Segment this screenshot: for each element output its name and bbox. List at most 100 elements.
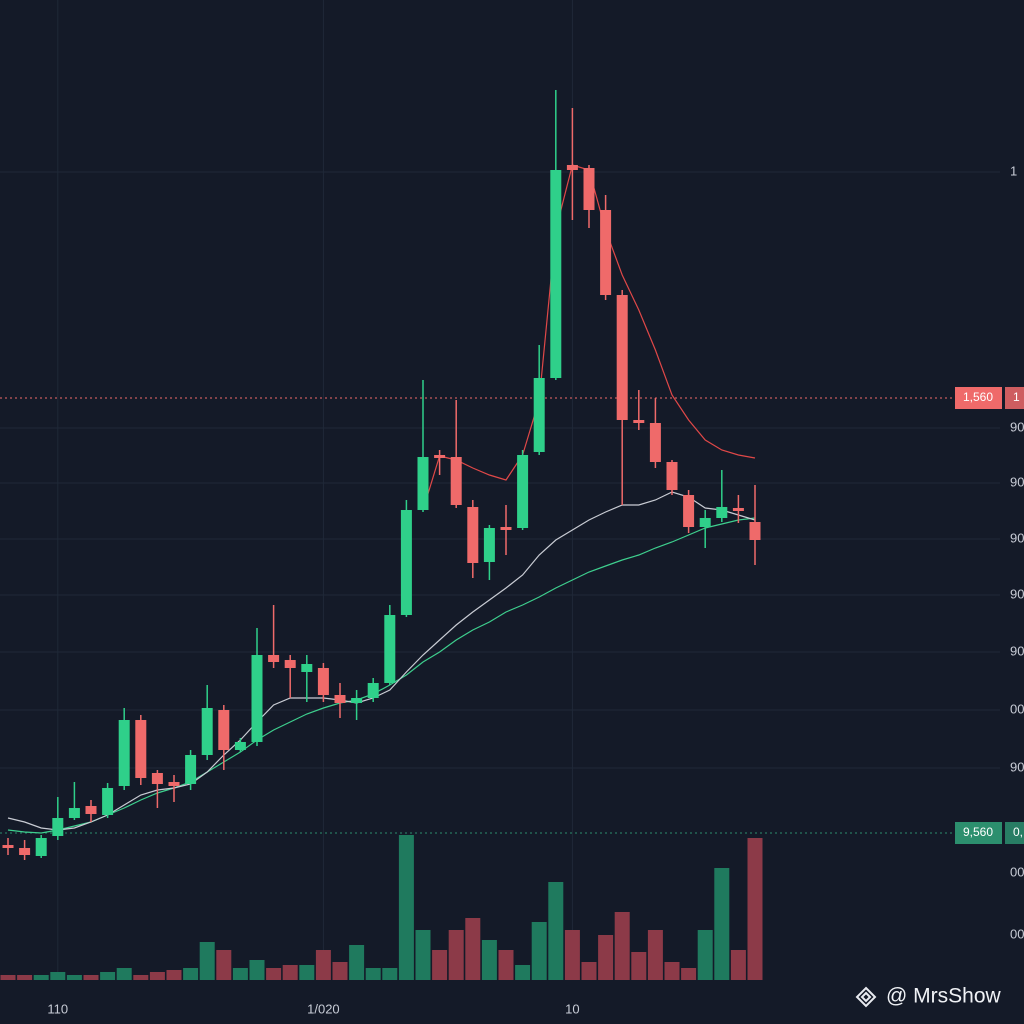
candle-body [683, 495, 695, 527]
candle-body [218, 710, 230, 750]
candle-body [201, 708, 213, 755]
y-tick-label: 90 [1010, 530, 1024, 545]
volume-bar [66, 975, 82, 980]
volume-bar [349, 945, 365, 980]
candle-body [500, 527, 512, 530]
x-tick-label: 10 [565, 1001, 579, 1016]
candle-body [251, 655, 263, 742]
candle-body [284, 660, 296, 668]
volume-bar [33, 975, 49, 980]
volume-bar [598, 935, 614, 980]
candle-body [666, 462, 678, 490]
candle-body [517, 455, 529, 528]
candle-body [732, 508, 744, 511]
candle-body [467, 507, 479, 563]
volume-bar [681, 968, 697, 980]
volume-bar [415, 930, 431, 980]
candle-body [151, 773, 163, 784]
candle-body [301, 664, 313, 672]
x-tick-label: 110 [47, 1001, 68, 1016]
volume-bar [398, 835, 414, 980]
candle-body [450, 457, 462, 505]
volume-bar [382, 968, 398, 980]
candle-body [118, 720, 130, 786]
y-tick-label: 1 [1010, 163, 1017, 178]
watermark-logo [855, 986, 877, 1008]
volume-bar [232, 968, 248, 980]
candle-body [351, 698, 363, 703]
candle-body [268, 655, 280, 662]
candle-body [317, 668, 329, 695]
price-tag-label: 1,560 [963, 390, 993, 404]
volume-bar [0, 975, 16, 980]
candle-body [35, 838, 47, 856]
candle-body [583, 168, 595, 210]
y-tick-label: 90 [1010, 474, 1024, 489]
candle-body [334, 695, 346, 703]
candle-body [566, 165, 578, 170]
candle-body [749, 522, 761, 540]
candle-body [716, 507, 728, 518]
x-tick-label: 1/020 [307, 1001, 340, 1016]
volume-bar [432, 950, 448, 980]
ma-line [7, 491, 756, 831]
candle-body [68, 808, 80, 818]
y2-tick-label: 00 [1010, 864, 1024, 879]
volume-bar [365, 968, 381, 980]
candle-body [384, 615, 396, 683]
price-tag-label: 9,560 [963, 825, 993, 839]
volume-bar [747, 838, 763, 980]
volume-bar [17, 975, 33, 980]
volume-bar [614, 912, 630, 980]
candle-body [699, 518, 711, 527]
price-tag [955, 387, 1002, 409]
volume-bar [50, 972, 66, 980]
volume-bar [83, 975, 99, 980]
price-tag-side-label: 1 [1013, 390, 1020, 404]
volume-bar [216, 950, 232, 980]
price-tag-side [1005, 387, 1024, 409]
volume-bar [631, 952, 647, 980]
volume-bar [315, 950, 331, 980]
candle-body [52, 818, 64, 836]
y-tick-label: 90 [1010, 586, 1024, 601]
volume-bar [548, 882, 564, 980]
y-tick-label: 90 [1010, 643, 1024, 658]
candle-body [649, 423, 661, 462]
candle-body [135, 720, 147, 778]
y2-tick-label: 00 [1010, 926, 1024, 941]
price-tag-side [1005, 822, 1024, 844]
candle-body [2, 845, 14, 848]
candle-body [400, 510, 412, 615]
volume-bar [481, 940, 497, 980]
volume-bar [515, 965, 531, 980]
y-tick-label: 90 [1010, 759, 1024, 774]
volume-bar [697, 930, 713, 980]
volume-bar [299, 965, 315, 980]
candle-body [85, 806, 97, 814]
volume-bar [100, 972, 116, 980]
y-tick-label: 00 [1010, 701, 1024, 716]
volume-bar [465, 918, 481, 980]
volume-bar [564, 930, 580, 980]
candle-body [168, 782, 180, 786]
volume-bar [531, 922, 547, 980]
candle-body [417, 457, 429, 510]
candle-body [102, 788, 114, 815]
volume-bar [116, 968, 132, 980]
y-tick-label: 90 [1010, 419, 1024, 434]
volume-bar [332, 962, 348, 980]
candle-body [483, 528, 495, 562]
volume-bar [133, 975, 149, 980]
volume-bar [714, 868, 730, 980]
volume-bar [664, 962, 680, 980]
candle-body [550, 170, 562, 378]
candle-body [633, 420, 645, 423]
candle-body [616, 295, 628, 420]
volume-bar [249, 960, 265, 980]
volume-bar [149, 972, 165, 980]
volume-bar [730, 950, 746, 980]
candle-body [600, 210, 612, 295]
